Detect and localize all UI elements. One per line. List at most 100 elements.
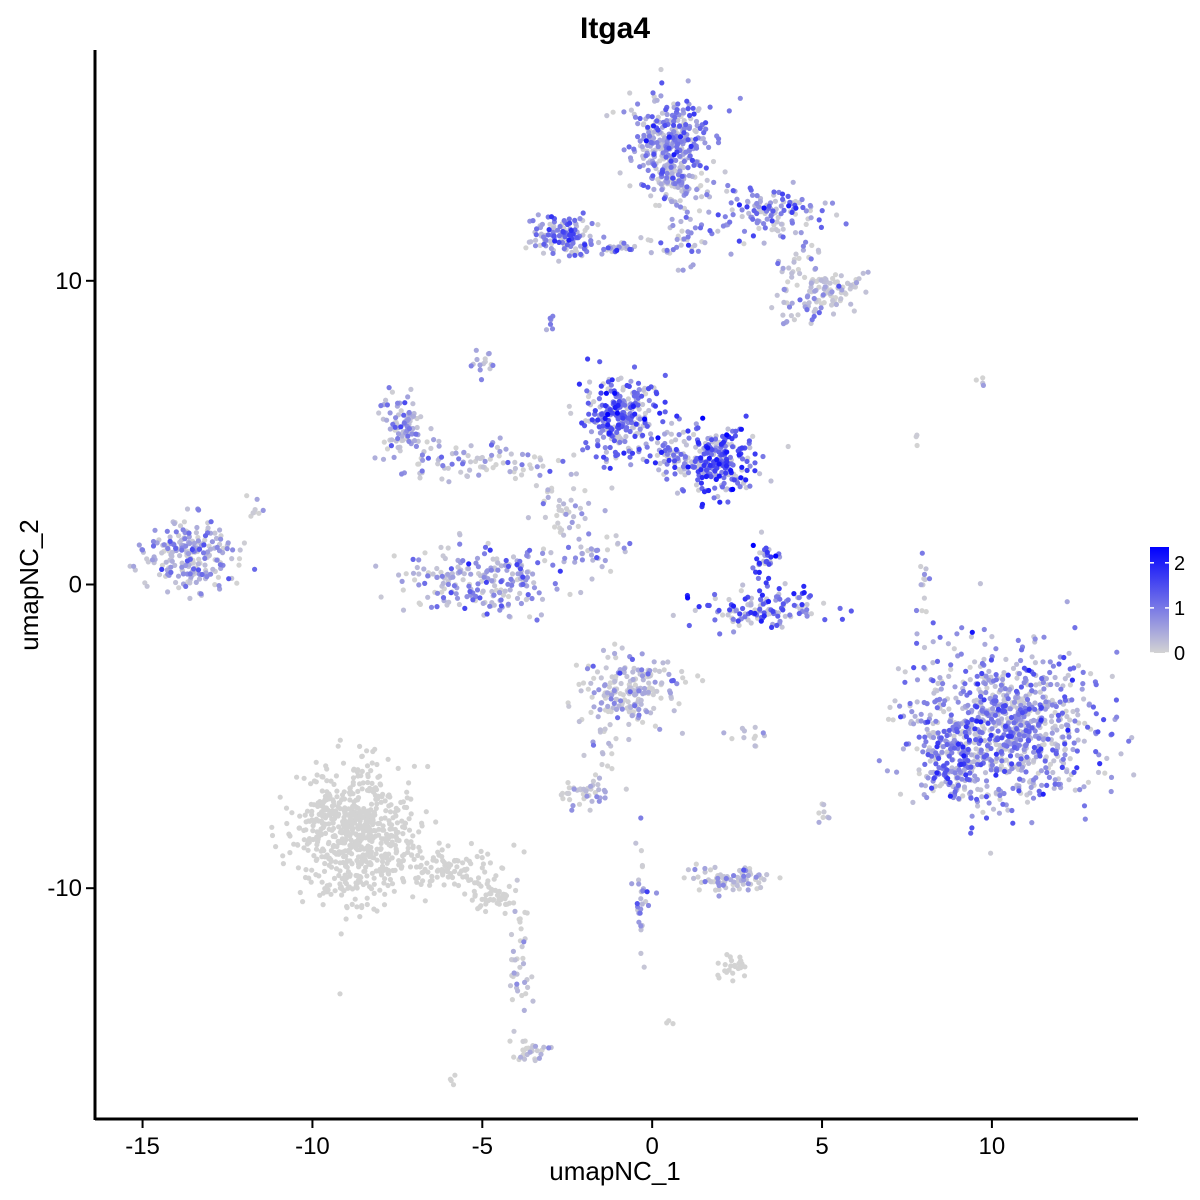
cell-point bbox=[644, 709, 650, 715]
cell-point bbox=[963, 724, 969, 730]
cell-point bbox=[803, 208, 809, 214]
cell-point bbox=[1082, 816, 1088, 822]
cell-point bbox=[674, 681, 680, 687]
cell-point bbox=[479, 855, 485, 861]
cell-point bbox=[951, 733, 957, 739]
cell-point bbox=[816, 819, 822, 825]
cell-point bbox=[968, 634, 975, 640]
cell-point bbox=[406, 409, 412, 416]
cell-point bbox=[983, 794, 990, 800]
cell-point bbox=[303, 867, 309, 873]
cell-point bbox=[373, 563, 379, 569]
cell-point bbox=[1093, 749, 1099, 755]
cell-point bbox=[433, 819, 439, 825]
cell-point bbox=[953, 695, 959, 701]
cell-point bbox=[602, 726, 608, 732]
cell-point bbox=[341, 888, 347, 894]
cell-point bbox=[764, 216, 770, 222]
cell-point bbox=[668, 439, 675, 445]
cell-point bbox=[636, 706, 642, 713]
cell-point bbox=[1026, 667, 1032, 673]
cell-point bbox=[750, 542, 756, 549]
cell-point bbox=[931, 775, 937, 781]
cell-point bbox=[983, 815, 990, 821]
cell-point bbox=[391, 553, 397, 559]
cell-point bbox=[413, 431, 419, 437]
cell-point bbox=[988, 767, 994, 773]
cell-point bbox=[322, 860, 328, 867]
cell-point bbox=[585, 356, 591, 362]
cell-point bbox=[661, 667, 667, 673]
cell-point bbox=[324, 778, 330, 784]
cell-point bbox=[740, 582, 746, 588]
cell-point bbox=[333, 808, 339, 814]
cell-point bbox=[914, 699, 920, 705]
cell-point bbox=[165, 589, 171, 595]
cell-point bbox=[951, 745, 958, 751]
cell-point bbox=[327, 882, 333, 888]
cell-point bbox=[971, 759, 977, 765]
cell-point bbox=[556, 503, 562, 509]
cell-point bbox=[972, 726, 978, 732]
cell-point bbox=[547, 315, 553, 321]
cell-point bbox=[606, 740, 612, 747]
cell-point bbox=[342, 840, 348, 846]
cell-point bbox=[591, 675, 597, 681]
cell-point bbox=[747, 185, 753, 191]
cell-point bbox=[791, 259, 797, 265]
cell-point bbox=[741, 973, 748, 979]
cell-point bbox=[821, 600, 827, 606]
cell-point bbox=[643, 138, 649, 144]
cell-point bbox=[699, 474, 705, 481]
cell-point bbox=[383, 808, 389, 814]
cell-point bbox=[994, 755, 1000, 761]
cell-point bbox=[339, 892, 345, 898]
cell-point bbox=[530, 998, 536, 1004]
cell-point bbox=[508, 576, 514, 582]
cell-point bbox=[983, 778, 990, 784]
cell-point bbox=[681, 205, 688, 211]
cell-point bbox=[818, 224, 825, 230]
cell-point bbox=[328, 778, 334, 784]
cell-point bbox=[1126, 738, 1132, 744]
cell-point bbox=[640, 401, 646, 408]
cell-point bbox=[565, 544, 572, 551]
cell-point bbox=[851, 308, 857, 314]
cell-point bbox=[331, 875, 338, 882]
cell-point bbox=[588, 709, 594, 716]
cell-point bbox=[692, 127, 698, 134]
scatter-points bbox=[127, 66, 1137, 1088]
cell-point bbox=[519, 992, 525, 999]
cell-point bbox=[737, 611, 743, 617]
cell-point bbox=[509, 571, 516, 577]
cell-point bbox=[645, 184, 651, 190]
cell-point bbox=[692, 242, 698, 248]
cell-point bbox=[715, 875, 721, 881]
cell-point bbox=[761, 240, 767, 246]
cell-point bbox=[696, 106, 702, 112]
cell-point bbox=[930, 639, 936, 645]
cell-point bbox=[578, 243, 584, 249]
cell-point bbox=[193, 579, 199, 586]
cell-point bbox=[545, 494, 551, 500]
cell-point bbox=[703, 165, 709, 171]
cell-point bbox=[498, 579, 504, 585]
cell-point bbox=[535, 560, 541, 566]
cell-point bbox=[761, 205, 767, 211]
cell-point bbox=[973, 746, 979, 752]
cell-point bbox=[417, 475, 423, 481]
cell-point bbox=[404, 804, 410, 811]
cell-point bbox=[533, 232, 539, 238]
cell-point bbox=[728, 467, 734, 474]
cell-point bbox=[357, 743, 363, 750]
cell-point bbox=[1074, 727, 1080, 734]
cell-point bbox=[654, 452, 661, 458]
cell-point bbox=[379, 794, 385, 800]
cell-point bbox=[396, 858, 402, 864]
cell-point bbox=[417, 848, 423, 854]
cell-point bbox=[1005, 738, 1011, 745]
cell-point bbox=[645, 160, 651, 166]
cell-point bbox=[229, 556, 235, 562]
cell-point bbox=[518, 600, 525, 607]
cell-point bbox=[365, 818, 371, 825]
